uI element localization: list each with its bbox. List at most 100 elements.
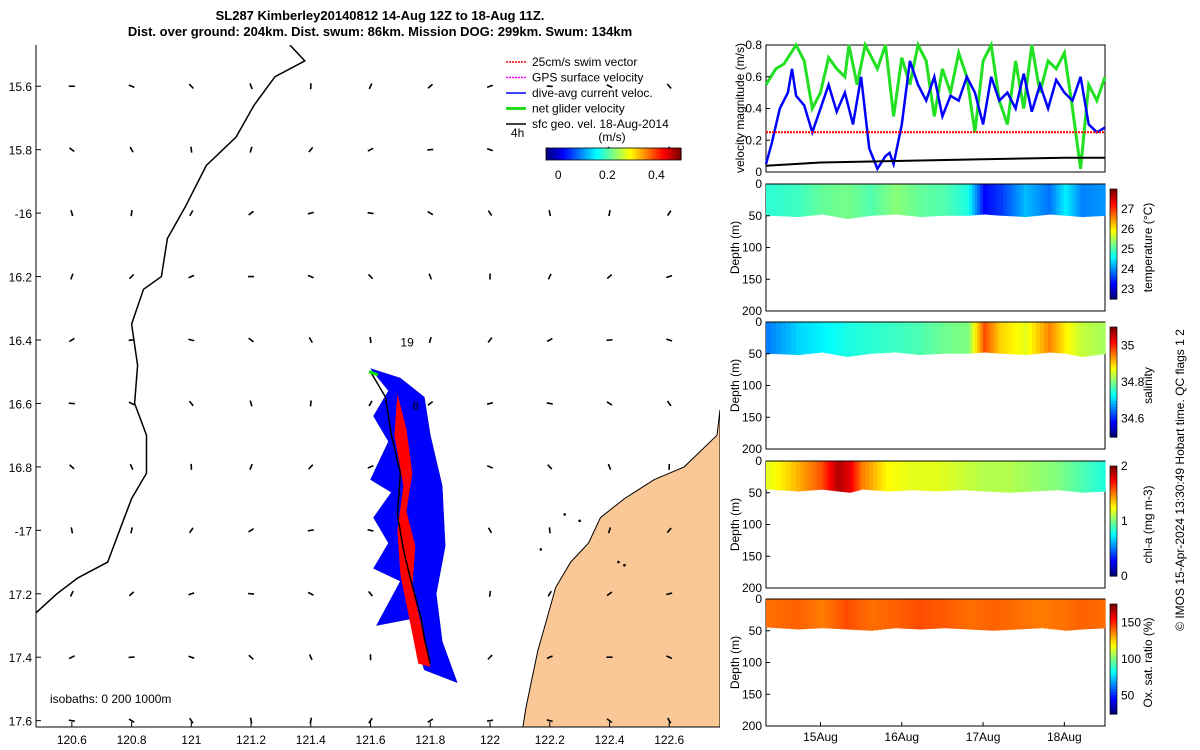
data-column (1069, 184, 1074, 217)
data-column (966, 322, 971, 354)
colorbar-segment (1110, 650, 1117, 655)
data-column (946, 322, 952, 354)
data-column (954, 322, 960, 354)
data-column (1084, 322, 1090, 357)
data-column (1080, 184, 1086, 218)
data-column (1050, 322, 1055, 353)
data-column (828, 599, 834, 629)
data-column (820, 461, 824, 490)
colorbar-segment (1110, 213, 1117, 218)
colorbar-segment (1110, 257, 1117, 262)
colorbar-segment (1110, 335, 1117, 339)
y-tick-label: 16.8 (9, 461, 33, 475)
data-column (983, 184, 987, 215)
data-column (913, 461, 919, 491)
colorbar-segment (1110, 692, 1117, 696)
x-tick-label: 120.6 (57, 733, 87, 747)
data-column (791, 461, 797, 492)
colorbar-segment (1110, 285, 1117, 289)
data-column (1096, 184, 1102, 217)
data-column (1052, 461, 1057, 491)
data-column (938, 184, 944, 216)
colorbar-frame (1109, 465, 1118, 577)
colorbar-segment (1110, 623, 1117, 627)
colorbar-segment (1110, 343, 1117, 347)
data-column (865, 322, 870, 355)
data-column (974, 461, 980, 492)
data-column (869, 599, 875, 631)
data-column (999, 599, 1005, 631)
colorbar-segment (1110, 620, 1117, 624)
data-column (861, 461, 866, 490)
colorbar-segment (1110, 573, 1117, 577)
data-column (972, 322, 976, 354)
map-panel: 19 8 4h 120.6 120.8 121 121.2 121.4 121.6 121.8 12… (9, 45, 720, 747)
data-column (1027, 599, 1033, 629)
velocity-arrow (548, 210, 552, 217)
colorbar-segment (649, 148, 653, 160)
data-column (808, 461, 814, 491)
data-column (881, 599, 887, 630)
velocity-y-tick-label: 0.2 (745, 133, 762, 147)
colorbar-segment (1110, 501, 1117, 506)
data-column (1053, 184, 1057, 215)
data-column (834, 461, 838, 492)
data-column (1067, 599, 1071, 631)
data-column (877, 599, 883, 630)
velocity-arrow (307, 274, 314, 279)
data-column (1064, 322, 1068, 354)
data-column (918, 322, 923, 356)
velocity-arrow (69, 464, 75, 470)
depth-tick-label: 200 (742, 581, 762, 595)
colorbar-segment (1110, 191, 1117, 196)
velocity-arrow (427, 148, 434, 151)
data-column (954, 599, 960, 629)
colorbar-segment (1110, 499, 1117, 503)
colorbar-segment (1110, 379, 1117, 383)
data-column (1035, 322, 1041, 354)
data-column (816, 184, 822, 215)
velocity-arrow (188, 274, 195, 279)
velocity-arrow (428, 336, 432, 344)
colorbar-segment (1110, 194, 1117, 198)
velocity-arrow (308, 464, 314, 470)
colorbar-segment (1110, 648, 1117, 652)
colorbar-segment (1110, 241, 1117, 245)
data-column (996, 322, 1001, 354)
colorbar-label: temperature (°C) (1141, 203, 1155, 293)
data-column (985, 322, 990, 353)
data-column (1023, 599, 1029, 630)
velocity-arrow (487, 654, 493, 660)
data-column (796, 184, 801, 218)
velocity-arrow (307, 529, 314, 532)
colorbar-segment (1110, 409, 1117, 413)
data-column (946, 599, 952, 629)
data-column (820, 322, 826, 353)
colorbar-segment (615, 148, 619, 160)
data-column (838, 461, 842, 492)
data-column (844, 599, 850, 630)
colorbar-segment (1110, 266, 1117, 270)
data-column (954, 461, 960, 491)
velocity-arrow (547, 590, 552, 597)
map-annotation: 19 (400, 335, 414, 349)
depth-tick-label: 50 (749, 209, 763, 223)
depth-tick-label: 50 (749, 347, 763, 361)
colorbar-segment (1110, 672, 1117, 677)
colorbar-segment (546, 148, 549, 160)
data-column (1015, 599, 1021, 630)
colorbar-segment (1110, 189, 1117, 193)
velocity-arrow (68, 337, 75, 343)
data-column (922, 599, 927, 630)
colorbar-segment (1110, 675, 1117, 679)
data-column (840, 322, 846, 357)
map-plot-area (36, 45, 720, 727)
data-column (832, 599, 838, 629)
colorbar-segment (1110, 268, 1117, 273)
colorbar-segment (1110, 504, 1117, 508)
data-column (977, 322, 982, 353)
data-column (1027, 184, 1033, 217)
data-column (1072, 184, 1076, 217)
colorbar-segment (1110, 329, 1117, 334)
data-column (950, 599, 956, 629)
